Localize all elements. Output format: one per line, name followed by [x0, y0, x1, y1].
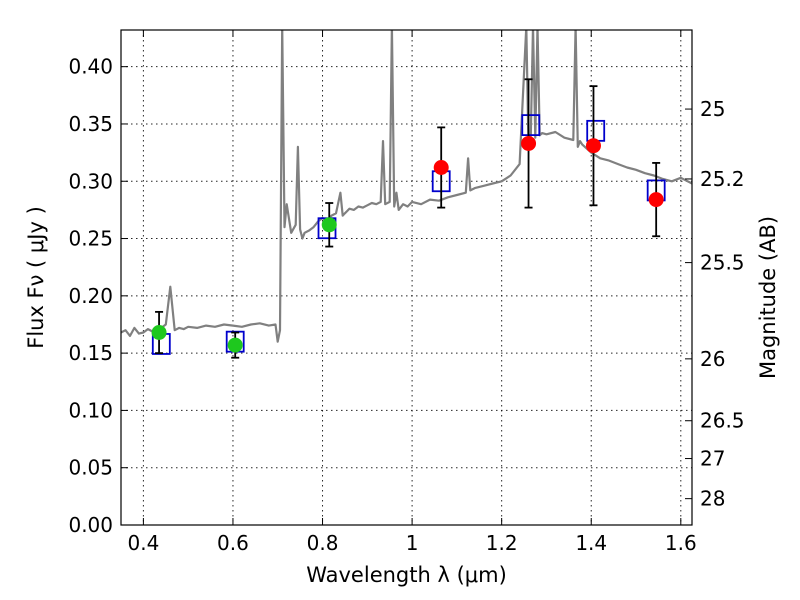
x-tick-label: 1.6: [665, 531, 697, 555]
x-tick-label: 1: [406, 531, 419, 555]
y-tick-label: 0.15: [68, 341, 113, 365]
model-photometry-square: [521, 114, 541, 137]
observed-flux-point: [648, 192, 664, 208]
y-tick-label: 0.00: [68, 513, 113, 537]
observed-flux-point: [151, 325, 167, 340]
y-tick-label: 0.10: [68, 398, 113, 422]
observed-flux-point: [521, 135, 537, 151]
y-tick-label: 0.40: [68, 55, 113, 79]
y-tick-label: 0.25: [68, 227, 113, 251]
x-tick-label: 1.2: [486, 531, 518, 555]
y-tick-label: 0.05: [68, 456, 113, 480]
observed-flux-point: [227, 337, 243, 353]
observed-flux-point: [433, 160, 449, 175]
right-tick-label: 25.2: [700, 167, 745, 191]
right-tick-label: 27: [700, 447, 725, 471]
plot-area: [121, 30, 692, 359]
right-axis-label: Magnitude (AB): [756, 216, 780, 379]
x-tick-label: 1.4: [575, 531, 607, 555]
y-tick-label: 0.20: [68, 284, 113, 308]
right-tick-label: 26: [700, 347, 725, 371]
x-axis-label: Wavelength λ (μm): [306, 563, 507, 587]
y-tick-label: 0.30: [68, 169, 113, 193]
right-tick-label: 25.5: [700, 251, 745, 275]
x-tick-label: 0.8: [307, 531, 339, 555]
axis-ticks: 0.4 0.6 0.8 1 1.2 1.4 1.6 0.00 0.05 0.10 0.15 0.20 0…: [68, 30, 745, 555]
grid-lines: [121, 30, 692, 525]
observed-flux-point: [585, 138, 601, 154]
y-axis-label: Flux Fν ( μJy ): [24, 206, 48, 349]
y-tick-label: 0.35: [68, 112, 113, 136]
model-spectrum-line: [121, 30, 692, 343]
x-tick-label: 0.4: [127, 531, 159, 555]
right-tick-label: 26.5: [700, 409, 745, 433]
right-tick-label: 28: [700, 487, 725, 511]
right-tick-label: 25: [700, 97, 725, 121]
observed-flux-point: [321, 217, 337, 233]
x-tick-label: 0.6: [217, 531, 249, 555]
plot-frame: [120, 29, 693, 526]
